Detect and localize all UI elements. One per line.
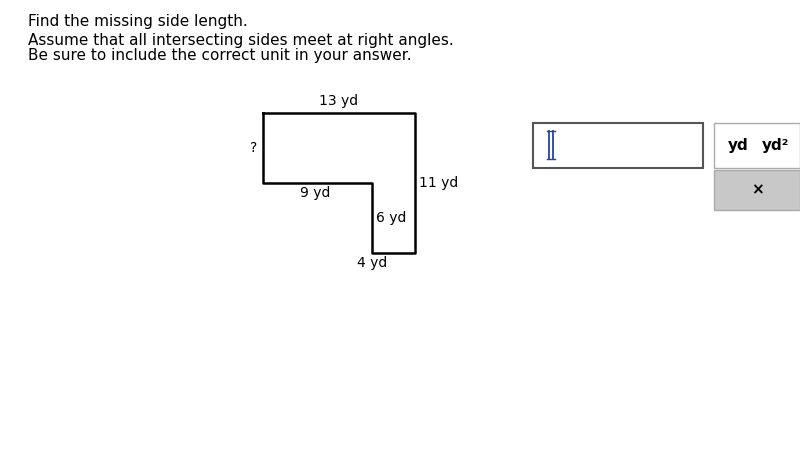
Text: ?: ?	[250, 141, 257, 155]
Bar	[714, 123, 800, 168]
Bar	[533, 123, 703, 168]
Text: Assume that all intersecting sides meet at right angles.: Assume that all intersecting sides meet …	[28, 33, 454, 48]
Text: 9 yd: 9 yd	[300, 186, 330, 200]
Text: Be sure to include the correct unit in your answer.: Be sure to include the correct unit in y…	[28, 48, 412, 63]
Text: 6 yd: 6 yd	[376, 211, 406, 225]
Text: 13 yd: 13 yd	[319, 94, 358, 108]
Bar	[714, 170, 800, 210]
Text: yd²: yd²	[762, 138, 790, 153]
Text: Find the missing side length.: Find the missing side length.	[28, 14, 248, 29]
Text: 11 yd: 11 yd	[419, 176, 458, 190]
Text: yd: yd	[728, 138, 749, 153]
Text: 4 yd: 4 yd	[357, 256, 387, 270]
Text: ×: ×	[750, 183, 763, 198]
